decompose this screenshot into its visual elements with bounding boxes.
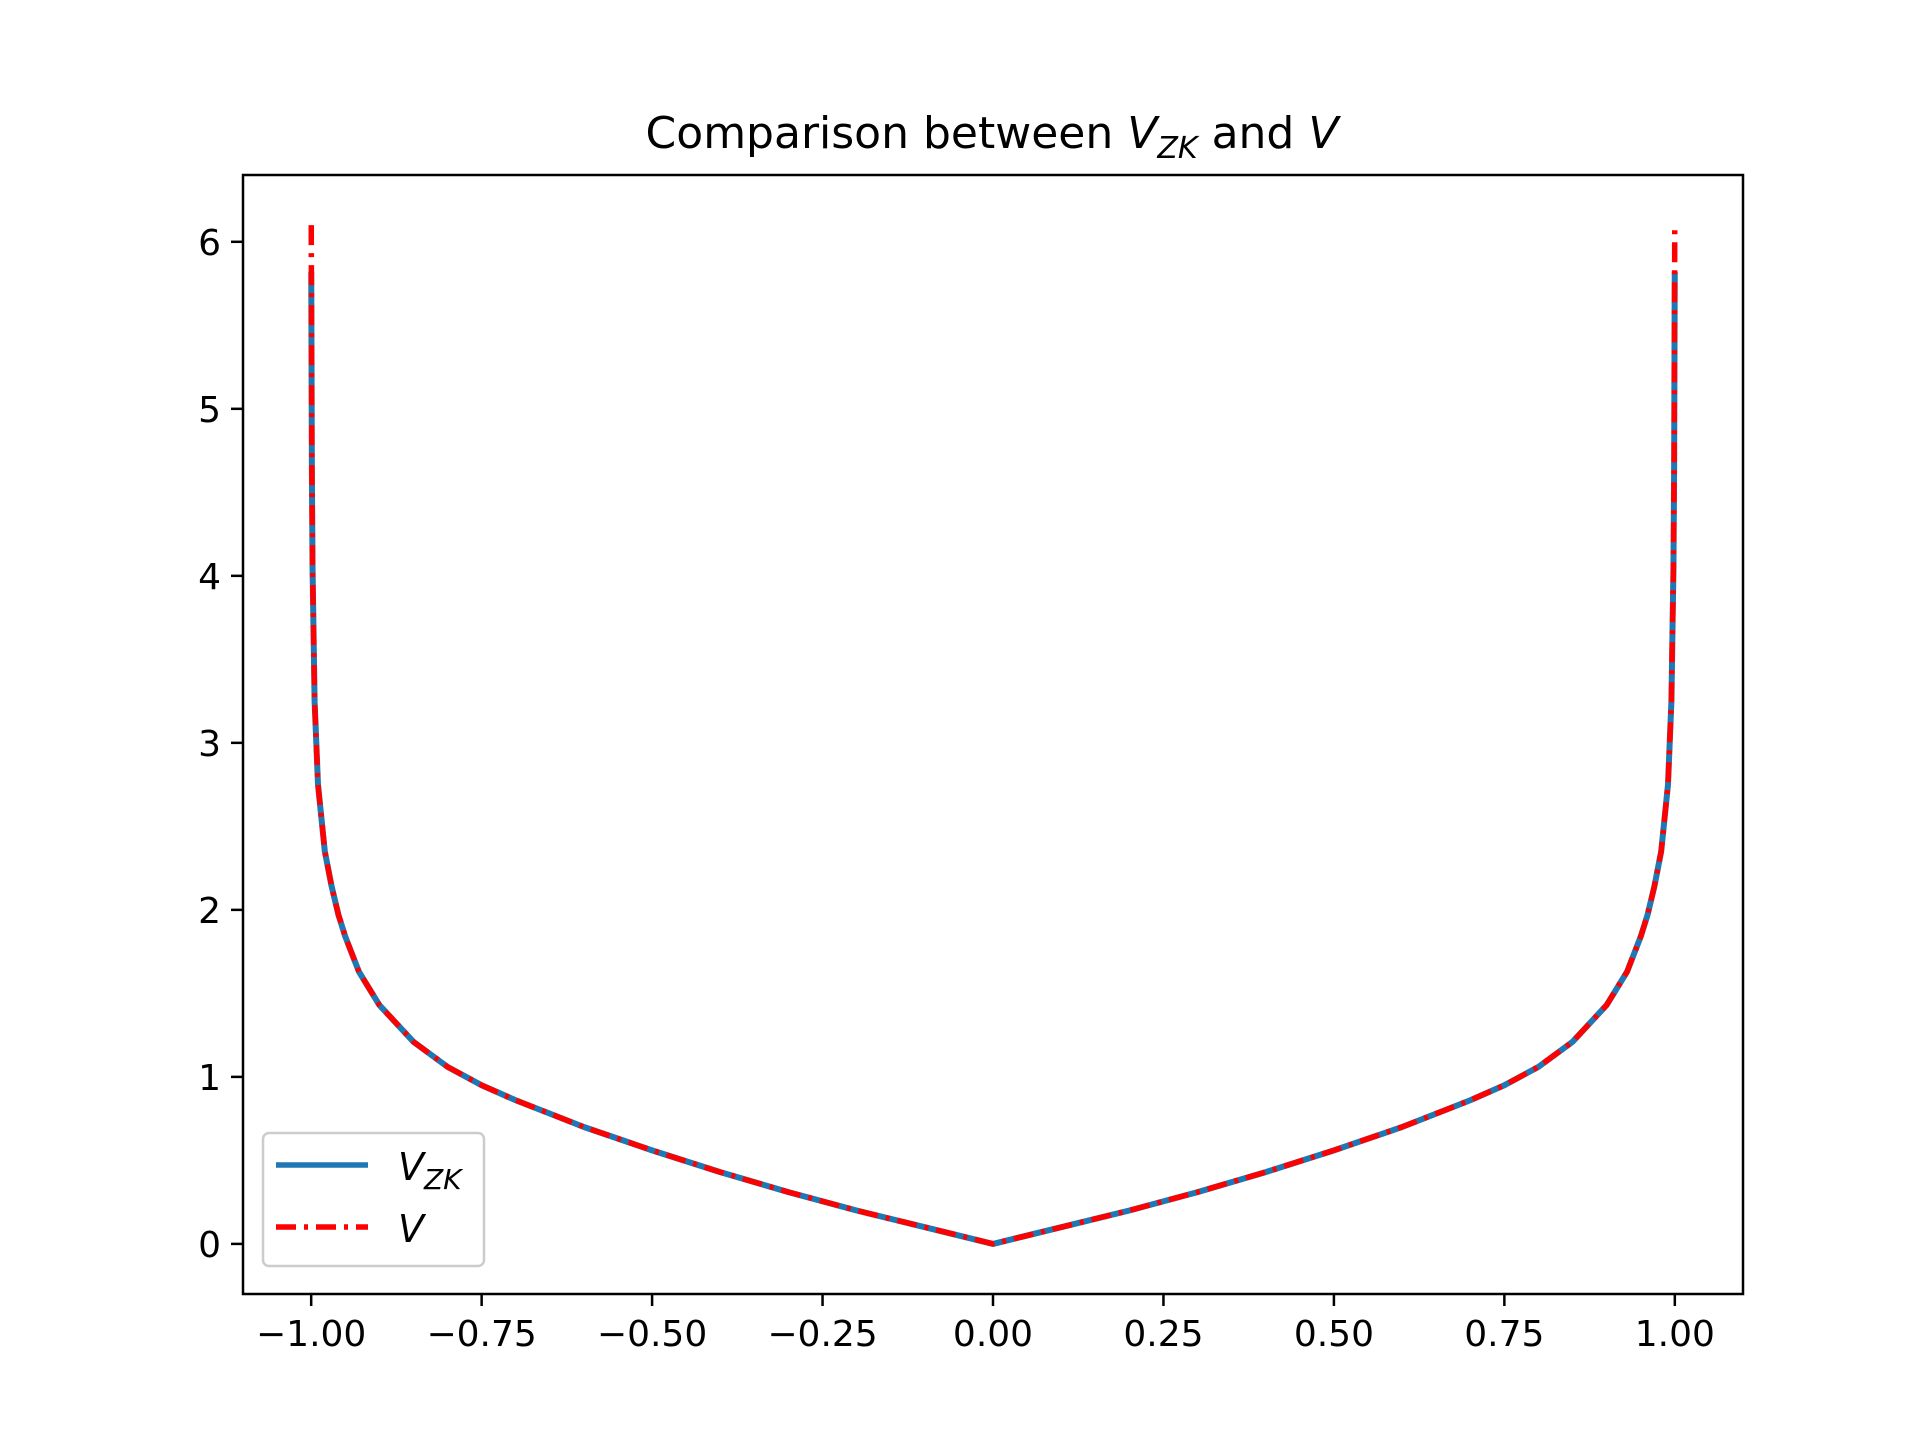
plot-area: [308, 225, 1678, 1247]
y-tick-label: 6: [198, 223, 221, 264]
y-tick-label: 4: [198, 557, 221, 598]
x-tick-label: 0.00: [953, 1314, 1033, 1355]
x-tick-label: −0.50: [597, 1314, 707, 1355]
chart-title: Comparison between VZK and V: [646, 108, 1342, 166]
legend-label-v-zk: VZK: [398, 1145, 464, 1196]
x-tick-label: −0.25: [767, 1314, 877, 1355]
x-tick-label: −1.00: [256, 1314, 366, 1355]
series-line-1: [308, 225, 1678, 1247]
axes: −1.00 −0.75 −0.50 −0.25 0.00 0.25 0.50 0.75 1.00…: [198, 173, 1745, 1355]
y-tick-label: 5: [198, 390, 221, 431]
legend: VZK V: [261, 1131, 486, 1268]
x-tick-label: 0.50: [1294, 1314, 1374, 1355]
x-tick-label: 0.25: [1123, 1314, 1203, 1355]
legend-box: [261, 1131, 486, 1268]
y-tick-label: 2: [198, 891, 221, 932]
y-tick-label: 1: [198, 1058, 221, 1099]
y-tick-label: 3: [198, 724, 221, 765]
x-tick-label: 0.75: [1464, 1314, 1544, 1355]
x-tick-label: −0.75: [426, 1314, 536, 1355]
x-tick-label: 1.00: [1635, 1314, 1715, 1355]
y-tick-label: 0: [198, 1225, 221, 1266]
legend-label-v: V: [398, 1207, 427, 1251]
